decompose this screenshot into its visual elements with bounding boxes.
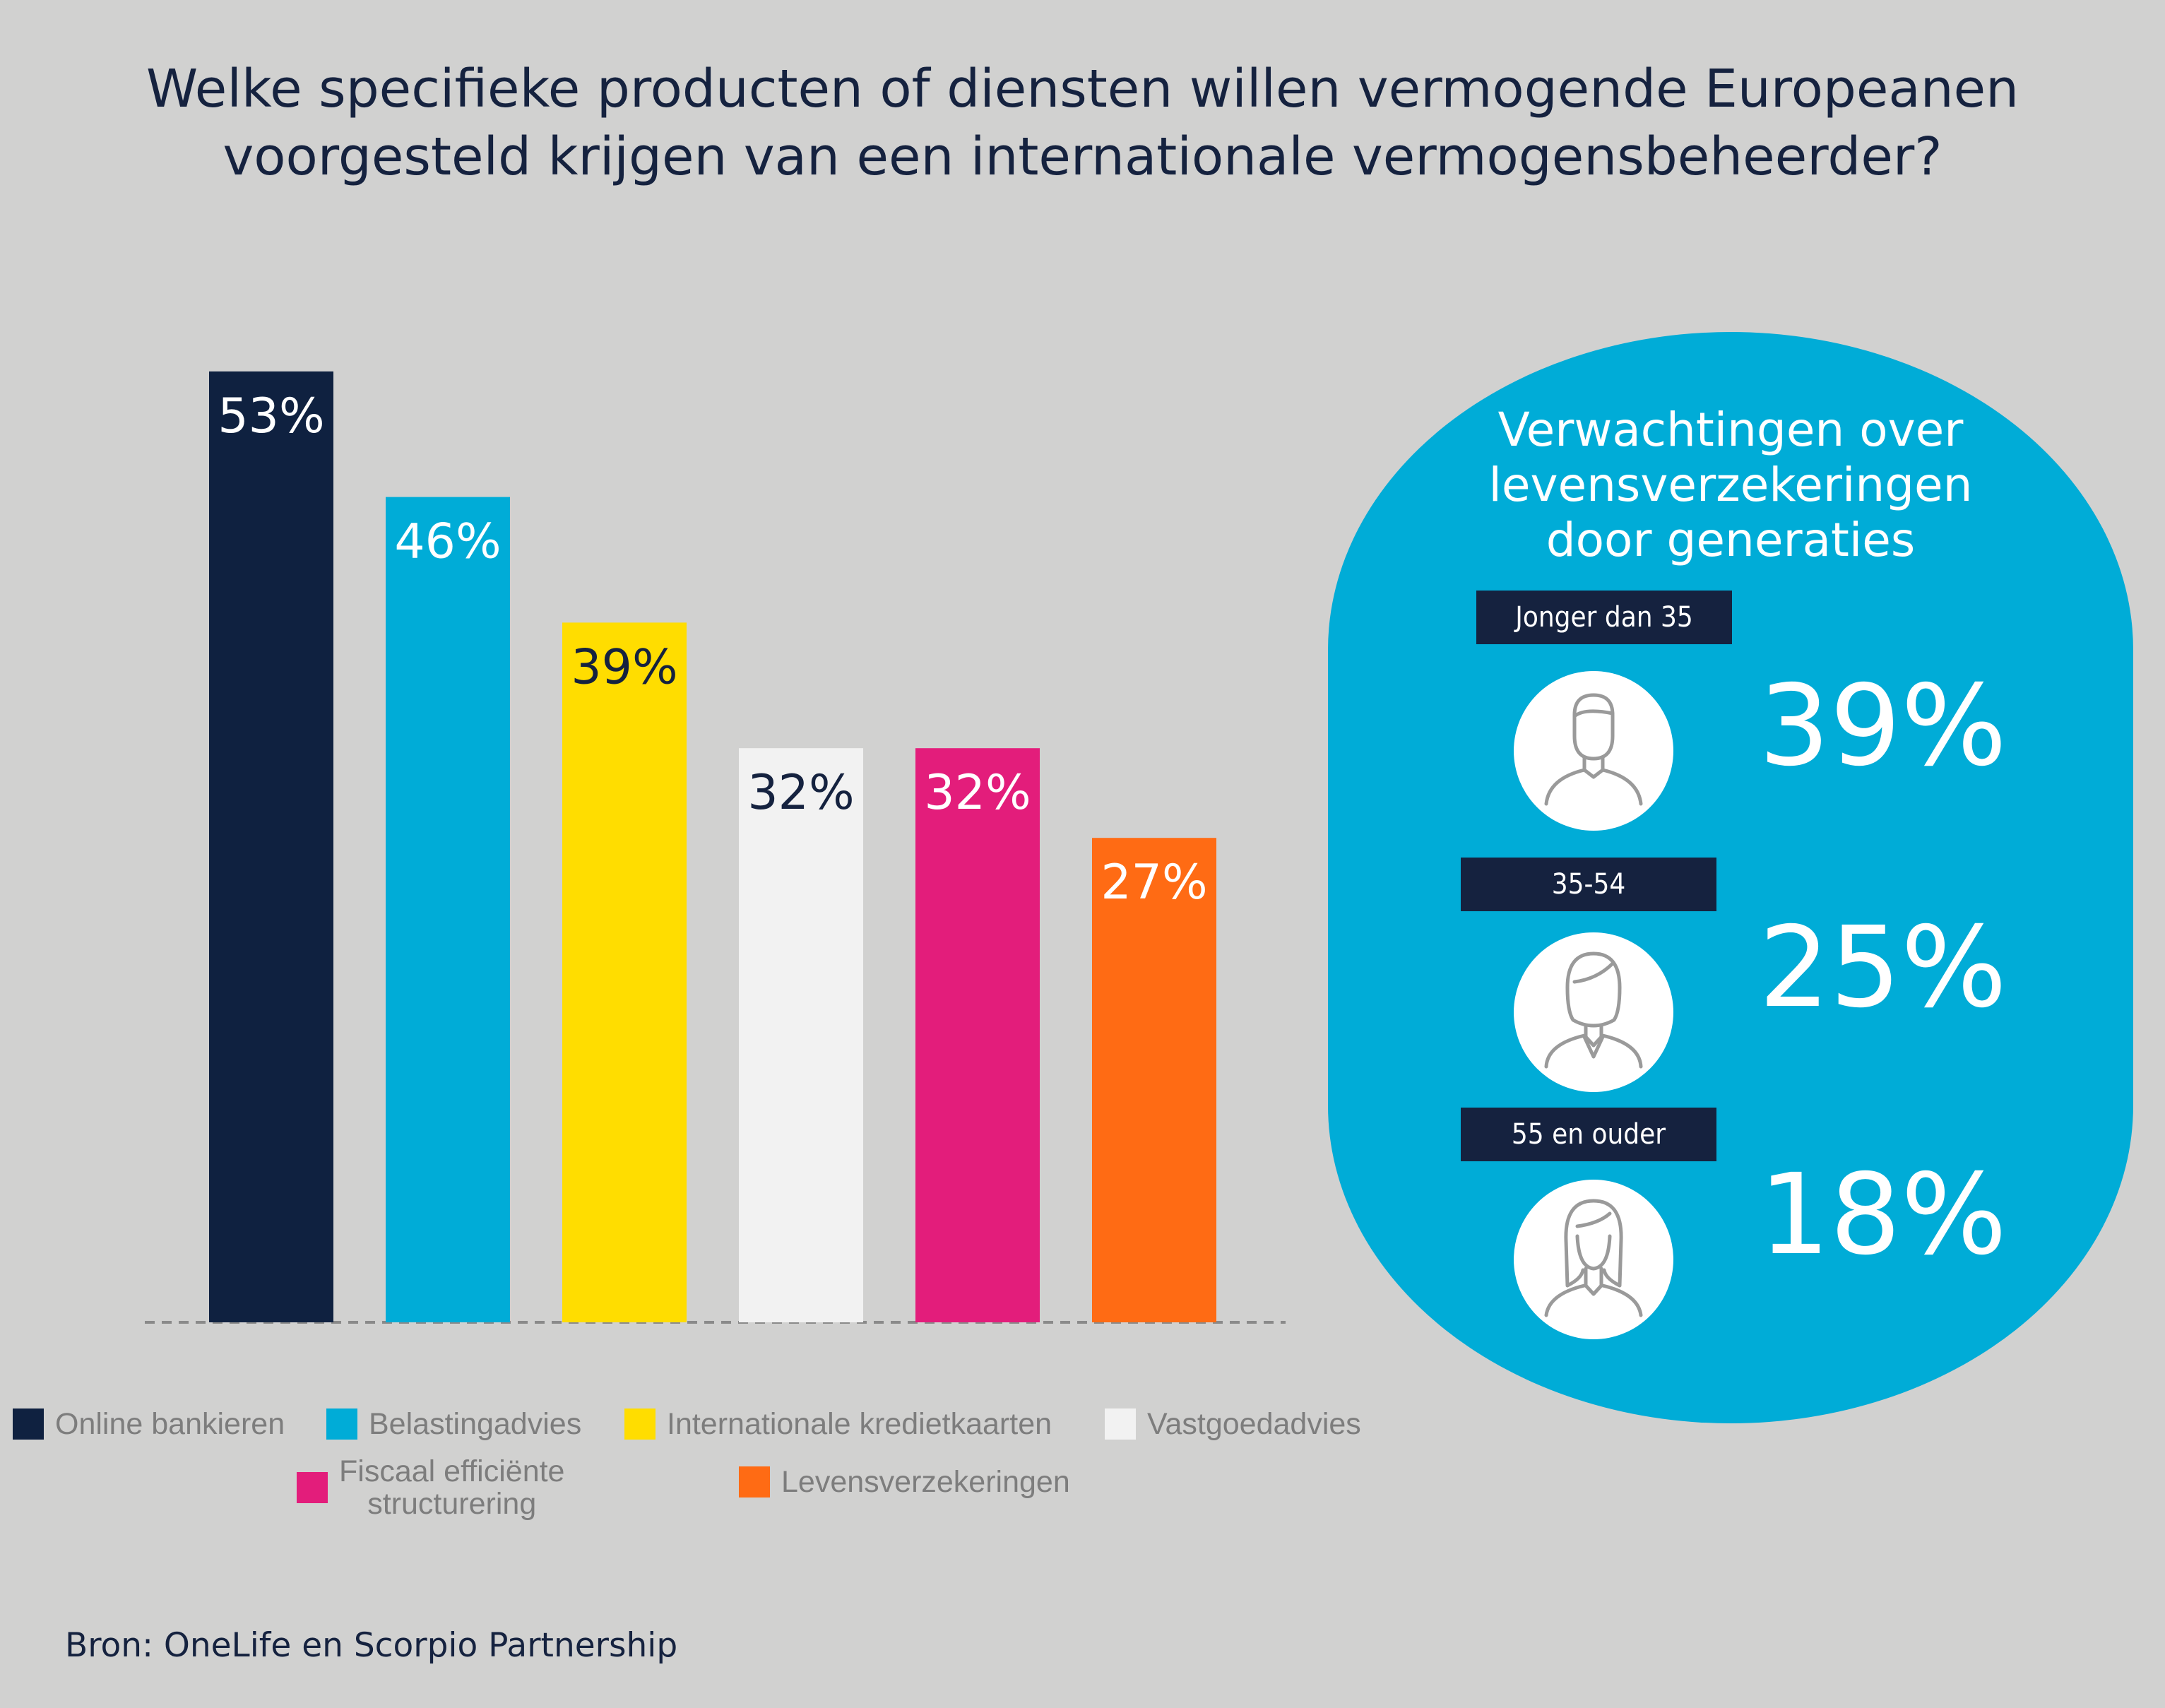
- woman-short-hair-icon: [1514, 932, 1673, 1092]
- bar-internationale-kredietkaarten: [562, 622, 687, 1322]
- legend-swatch: [739, 1466, 770, 1498]
- bar-value-label: 27%: [1101, 855, 1207, 911]
- chart-title: Welke specifieke producten of diensten w…: [0, 55, 2165, 191]
- bar-fiscaal-efficiente-structurering: [915, 748, 1040, 1322]
- bar-value-label: 32%: [924, 765, 1031, 821]
- legend-label-line-1: Fiscaal efficiënte: [339, 1454, 565, 1488]
- woman-long-hair-icon: [1514, 1180, 1673, 1339]
- bar-value-label: 53%: [218, 389, 324, 444]
- legend-label: Internationale kredietkaarten: [667, 1407, 1052, 1441]
- legend-swatch: [297, 1472, 328, 1503]
- generation-value-middle: 25%: [1759, 903, 2007, 1033]
- legend-label: Fiscaal efficiënte structurering: [339, 1455, 564, 1520]
- legend-swatch: [1105, 1408, 1136, 1440]
- legend-label: Belastingadvies: [369, 1407, 582, 1441]
- bar-chart: 53% 46% 39% 32% 32% 27%: [145, 371, 1286, 1324]
- generation-label-middle: 35-54: [1461, 858, 1716, 911]
- legend-item-belastingadvies: Belastingadvies: [326, 1408, 581, 1440]
- legend-item-levensverzekeringen: Levensverzekeringen: [739, 1466, 1070, 1498]
- generations-panel: Verwachtingen over levensverzekeringen d…: [1328, 332, 2133, 1423]
- generation-value-young: 39%: [1759, 661, 2007, 791]
- legend-label: Online bankieren: [55, 1407, 285, 1441]
- legend-swatch: [326, 1408, 357, 1440]
- panel-title-line-2: levensverzekeringen: [1488, 458, 1973, 512]
- young-man-icon: [1514, 671, 1673, 831]
- panel-title-line-3: door generaties: [1546, 513, 1916, 567]
- legend-label: Levensverzekeringen: [781, 1465, 1070, 1499]
- bar-vastgoedadvies: [739, 748, 863, 1322]
- bar-levensverzekeringen: [1092, 838, 1216, 1322]
- bar-belastingadvies: [386, 497, 510, 1322]
- legend-label: Vastgoedadvies: [1147, 1407, 1361, 1441]
- bar-value-label: 46%: [394, 514, 501, 570]
- panel-title-line-1: Verwachtingen over: [1497, 403, 1964, 457]
- legend-item-internationale-kredietkaarten: Internationale kredietkaarten: [624, 1408, 1052, 1440]
- legend-item-fiscaal-efficiente-structurering: Fiscaal efficiënte structurering: [297, 1455, 564, 1520]
- generation-label-young: Jonger dan 35: [1476, 591, 1732, 644]
- legend-swatch: [624, 1408, 656, 1440]
- legend-item-vastgoedadvies: Vastgoedadvies: [1105, 1408, 1361, 1440]
- bar-value-label: 32%: [747, 765, 854, 821]
- generation-label-older: 55 en ouder: [1461, 1108, 1716, 1161]
- chart-title-line-1: Welke specifieke producten of diensten w…: [146, 59, 2019, 119]
- bar-value-label: 39%: [571, 639, 677, 695]
- bar-online-bankieren: [209, 371, 333, 1322]
- legend-item-online-bankieren: Online bankieren: [13, 1408, 285, 1440]
- panel-title: Verwachtingen over levensverzekeringen d…: [1328, 403, 2133, 568]
- legend-swatch: [13, 1408, 44, 1440]
- legend-label-line-2: structurering: [367, 1487, 537, 1521]
- generation-value-older: 18%: [1759, 1150, 2007, 1280]
- chart-title-line-2: voorgesteld krijgen van een internationa…: [223, 126, 1942, 187]
- source-note: Bron: OneLife en Scorpio Partnership: [65, 1626, 678, 1665]
